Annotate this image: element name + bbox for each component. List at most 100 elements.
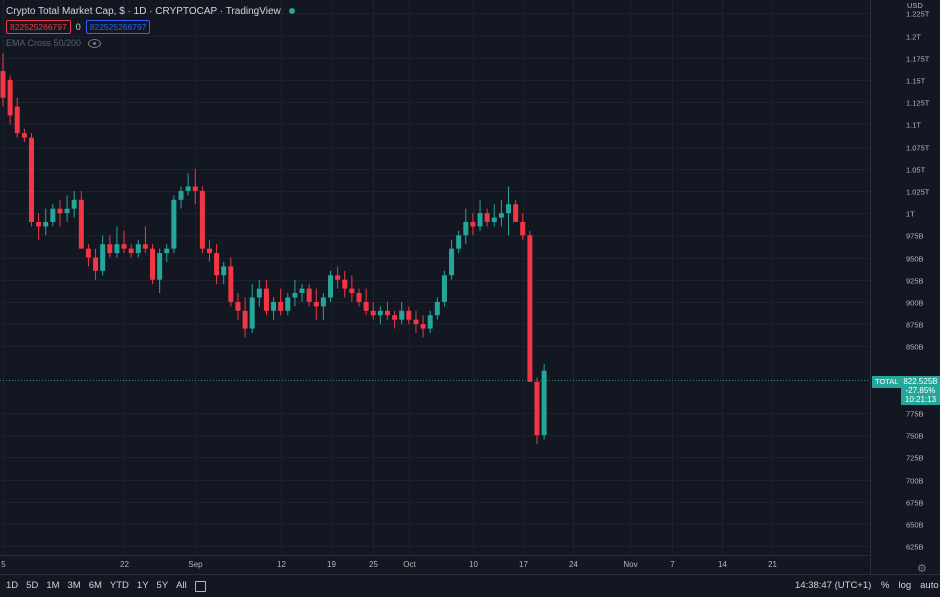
price-tick-label: 675B [906, 499, 924, 508]
price-tick-label: 1.15T [906, 77, 926, 86]
candle-body [93, 257, 99, 271]
candle-body [342, 279, 348, 289]
last-price-value: 822.525B [903, 377, 938, 386]
gear-icon[interactable]: ⚙ [917, 563, 927, 575]
candle-body [313, 301, 319, 307]
range-5y[interactable]: 5Y [156, 580, 169, 591]
price-tick-label: 700B [906, 477, 924, 486]
time-tick-label: 22 [120, 560, 129, 569]
log-toggle[interactable]: log [898, 580, 912, 591]
price-tick-label: 900B [906, 299, 924, 308]
candle-body [28, 137, 34, 222]
bottom-toolbar: 1D 5D 1M 3M 6M YTD 1Y 5Y All 14:38:47 (U… [0, 574, 940, 597]
price-chart[interactable]: 1.225T 1.2T 1.175T 1.15T 1.125T 1.1T 1.075T 1.0… [0, 0, 940, 574]
candle-body [164, 248, 170, 254]
legend-value-mid: 0 [75, 22, 81, 32]
candle-body [328, 275, 334, 298]
time-tick-label: Sep [188, 560, 203, 569]
price-tick-label: 1T [906, 210, 915, 219]
time-tick-label: 14 [718, 560, 727, 569]
price-tick-label: 650B [906, 521, 924, 530]
candle-body [541, 370, 547, 436]
candle-body [349, 288, 355, 294]
candles [0, 53, 547, 444]
range-selector: 1D 5D 1M 3M 6M YTD 1Y 5Y All [6, 580, 187, 591]
chart-title: Crypto Total Market Cap, $ · 1D · CRYPTO… [6, 5, 281, 17]
last-price-change: -27.85% [905, 386, 936, 395]
candle-body [370, 310, 376, 316]
candle-body [107, 244, 113, 254]
time-tick-label: Nov [623, 560, 637, 569]
price-tick-label: 925B [906, 277, 924, 286]
candle-body [406, 310, 412, 320]
candle-body [221, 266, 227, 276]
last-price-tag: 822.525B -27.85% 10:21:13 [901, 376, 940, 405]
range-6m[interactable]: 6M [88, 580, 102, 591]
candle-body [498, 213, 504, 218]
range-1m[interactable]: 1M [46, 580, 60, 591]
candle-body [306, 288, 312, 302]
currency-label[interactable]: USD [907, 1, 923, 10]
candle-body [441, 275, 447, 302]
price-tick-label: 975B [906, 232, 924, 241]
candle-body [43, 222, 49, 227]
candle-body [64, 208, 70, 214]
candle-body [256, 288, 262, 298]
chart-legend: Crypto Total Market Cap, $ · 1D · CRYPTO… [6, 3, 295, 51]
price-axis[interactable]: 1.225T 1.2T 1.175T 1.15T 1.125T 1.1T 1.075T 1.0… [906, 10, 930, 552]
time-tick-label: 24 [569, 560, 578, 569]
candle-body [206, 248, 212, 254]
grid-lines [0, 0, 870, 555]
price-tick-label: 1.125T [906, 99, 930, 108]
price-tick-label: 625B [906, 543, 924, 552]
candle-body [0, 71, 6, 98]
candle-body [377, 310, 383, 316]
candle-body [171, 199, 177, 249]
candle-body [185, 186, 191, 191]
candle-body [14, 106, 20, 134]
candle-body [192, 186, 198, 191]
calendar-icon[interactable] [195, 581, 206, 592]
range-5d[interactable]: 5D [26, 580, 39, 591]
candle-body [150, 248, 156, 280]
candle-body [477, 213, 483, 227]
indicator-label[interactable]: EMA Cross 50/200 [6, 38, 82, 48]
price-tick-label: 725B [906, 454, 924, 463]
candle-body [484, 213, 490, 222]
candle-body [263, 288, 269, 311]
price-tick-label: 1.225T [906, 10, 930, 19]
symbol-tag: TOTAL [872, 376, 902, 388]
time-tick-label: Oct [403, 560, 416, 569]
time-tick-label: 17 [519, 560, 528, 569]
candle-body [456, 235, 462, 249]
price-tick-label: 875B [906, 321, 924, 330]
clock-timezone[interactable]: 14:38:47 (UTC+1) [795, 580, 872, 591]
eye-icon[interactable] [88, 38, 102, 48]
candle-body [178, 190, 184, 200]
price-tick-label: 950B [906, 255, 924, 264]
candle-body [506, 204, 512, 214]
price-tick-label: 1.05T [906, 166, 926, 175]
legend-value-blue: 822525266797 [85, 20, 151, 34]
candle-body [335, 275, 341, 280]
range-1d[interactable]: 1D [6, 580, 19, 591]
candle-body [21, 133, 27, 138]
price-tick-label: 750B [906, 432, 924, 441]
candle-body [57, 208, 63, 214]
time-axis[interactable]: 5 22 Sep 12 19 25 Oct 10 17 24 Nov 7 14 21 [1, 560, 777, 569]
candle-body [299, 288, 305, 294]
market-status-dot [288, 8, 295, 14]
candle-body [78, 199, 84, 249]
auto-toggle[interactable]: auto [920, 580, 939, 591]
candle-body [157, 253, 163, 280]
range-all[interactable]: All [176, 580, 187, 591]
percent-toggle[interactable]: % [881, 580, 890, 591]
candle-body [71, 199, 77, 209]
range-1y[interactable]: 1Y [136, 580, 149, 591]
candle-body [420, 324, 426, 329]
range-ytd[interactable]: YTD [109, 580, 129, 591]
range-3m[interactable]: 3M [67, 580, 81, 591]
price-tick-label: 1.1T [906, 121, 921, 130]
candle-body [449, 248, 455, 276]
price-tick-label: 1.2T [906, 33, 921, 42]
